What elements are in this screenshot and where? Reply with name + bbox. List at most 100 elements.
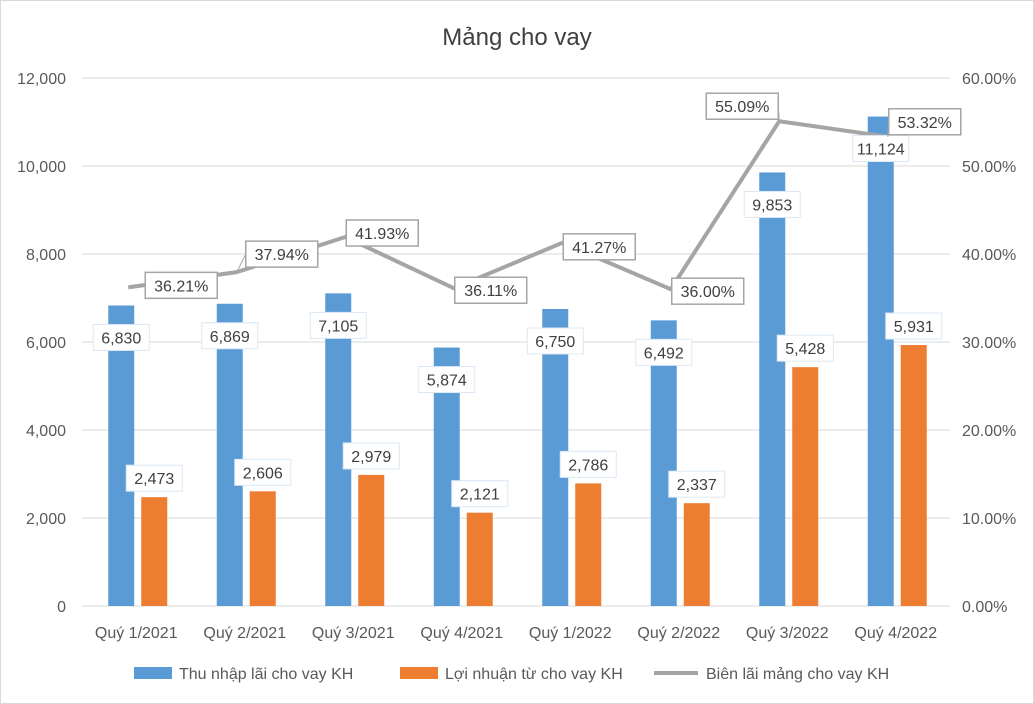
label-loi-nhuan-box <box>776 334 834 362</box>
label-loi-nhuan: 2,473 <box>125 464 183 492</box>
bar-loi-nhuan <box>683 503 710 606</box>
callout-box <box>888 108 962 136</box>
label-thu-nhap-box <box>635 338 693 366</box>
callout-text: 37.94% <box>255 247 309 264</box>
legend-swatch <box>400 667 438 679</box>
label-thu-nhap-text: 11,124 <box>857 142 905 159</box>
category-tick-label: Quý 4/2022 <box>854 625 937 642</box>
callout-leader <box>236 253 247 273</box>
callout-text: 36.00% <box>681 284 735 301</box>
label-bien-lai: 55.09% <box>705 92 780 122</box>
bars <box>108 116 927 606</box>
label-thu-nhap-text: 9,853 <box>752 197 792 214</box>
left-axis-tick-label: 4,000 <box>26 423 66 440</box>
legend-item: Lợi nhuận từ cho vay KH <box>400 666 623 683</box>
label-bien-lai: 36.21% <box>128 271 218 300</box>
legend-label: Thu nhập lãi cho vay KH <box>179 666 353 683</box>
callout-box <box>671 277 745 305</box>
label-thu-nhap-box <box>743 190 801 218</box>
category-tick-label: Quý 2/2022 <box>637 625 720 642</box>
label-loi-nhuan: 2,121 <box>451 480 509 508</box>
label-loi-nhuan: 2,786 <box>559 450 617 478</box>
label-loi-nhuan: 2,337 <box>668 470 726 498</box>
bar-loi-nhuan <box>900 345 927 606</box>
callout-leader <box>128 284 146 288</box>
right-axis-tick-label: 60.00% <box>962 71 1016 88</box>
label-thu-nhap-text: 7,105 <box>318 318 358 335</box>
left-axis-tick-label: 0 <box>57 599 66 616</box>
bar-loi-nhuan <box>358 474 385 606</box>
bar-thu-nhap <box>108 305 135 606</box>
label-bien-lai: 36.11% <box>453 276 528 304</box>
label-loi-nhuan-text: 2,606 <box>243 465 283 482</box>
bar-thu-nhap <box>867 116 894 606</box>
legend-label: Biên lãi mảng cho vay KH <box>706 666 889 683</box>
label-loi-nhuan-text: 5,428 <box>785 341 825 358</box>
left-axis-ticks: 0 2,000 4,000 6,000 8,000 10,000 12,000 <box>17 71 66 616</box>
label-loi-nhuan-box <box>885 312 943 340</box>
left-axis-tick-label: 2,000 <box>26 511 66 528</box>
label-loi-nhuan: 5,428 <box>776 334 834 362</box>
bar-thu-nhap <box>759 172 786 606</box>
right-axis-tick-label: 30.00% <box>962 335 1016 352</box>
label-thu-nhap: 11,124 <box>852 135 910 163</box>
bar-thu-nhap <box>650 320 677 606</box>
bar-loi-nhuan <box>575 483 602 606</box>
category-tick-label: Quý 1/2022 <box>529 625 612 642</box>
label-loi-nhuan: 2,606 <box>234 458 292 486</box>
callout-text: 55.09% <box>715 99 769 116</box>
label-loi-nhuan-box <box>668 470 726 498</box>
label-loi-nhuan-text: 2,473 <box>134 471 174 488</box>
left-axis-tick-label: 6,000 <box>26 335 66 352</box>
label-thu-nhap: 6,830 <box>92 323 150 351</box>
label-bien-lai: 37.94% <box>236 240 319 273</box>
label-thu-nhap: 6,492 <box>635 338 693 366</box>
right-axis-tick-label: 50.00% <box>962 159 1016 176</box>
label-loi-nhuan-box <box>125 464 183 492</box>
label-loi-nhuan-box <box>451 480 509 508</box>
category-tick-label: Quý 3/2021 <box>312 625 395 642</box>
right-axis-tick-label: 0.00% <box>962 599 1007 616</box>
label-thu-nhap-box <box>418 366 476 394</box>
callout-box <box>705 92 779 120</box>
callout-box <box>562 233 636 261</box>
label-loi-nhuan-text: 2,121 <box>460 487 500 504</box>
label-thu-nhap-text: 6,869 <box>210 329 250 346</box>
label-thu-nhap-box <box>92 323 150 351</box>
left-axis-tick-label: 12,000 <box>17 71 66 88</box>
label-bien-lai: 41.93% <box>344 219 419 247</box>
callout-box <box>454 276 528 304</box>
category-axis-ticks: Quý 1/2021 Quý 2/2021 Quý 3/2021 Quý 4/2021… <box>95 625 937 642</box>
category-tick-label: Quý 3/2022 <box>746 625 829 642</box>
label-thu-nhap: 5,874 <box>418 366 476 394</box>
bar-loi-nhuan <box>792 367 819 606</box>
label-loi-nhuan: 2,979 <box>342 442 400 470</box>
legend-label: Lợi nhuận từ cho vay KH <box>445 666 623 683</box>
label-loi-nhuan-box <box>234 458 292 486</box>
right-axis-tick-label: 20.00% <box>962 423 1016 440</box>
label-thu-nhap-text: 6,750 <box>535 334 575 351</box>
label-loi-nhuan-text: 5,931 <box>894 319 934 336</box>
callout-box <box>144 271 218 300</box>
callout-box <box>345 219 419 247</box>
label-thu-nhap: 6,869 <box>201 322 259 350</box>
bar-loi-nhuan <box>249 491 276 606</box>
left-axis-tick-label: 10,000 <box>17 159 66 176</box>
legend: Thu nhập lãi cho vay KH Lợi nhuận từ cho … <box>134 666 889 683</box>
label-loi-nhuan: 5,931 <box>885 312 943 340</box>
callout-text: 53.32% <box>898 115 952 132</box>
category-tick-label: Quý 4/2021 <box>420 625 503 642</box>
label-loi-nhuan-text: 2,337 <box>677 477 717 494</box>
category-tick-label: Quý 2/2021 <box>203 625 286 642</box>
right-axis-tick-label: 40.00% <box>962 247 1016 264</box>
label-thu-nhap: 9,853 <box>743 190 801 218</box>
label-bien-lai: 36.00% <box>670 277 745 305</box>
callout-text: 41.93% <box>355 226 409 243</box>
callout-text: 36.21% <box>154 278 208 295</box>
label-bien-lai: 41.27% <box>561 233 636 261</box>
label-thu-nhap-box <box>526 327 584 355</box>
label-thu-nhap-text: 6,830 <box>101 330 141 347</box>
left-axis-tick-label: 8,000 <box>26 247 66 264</box>
